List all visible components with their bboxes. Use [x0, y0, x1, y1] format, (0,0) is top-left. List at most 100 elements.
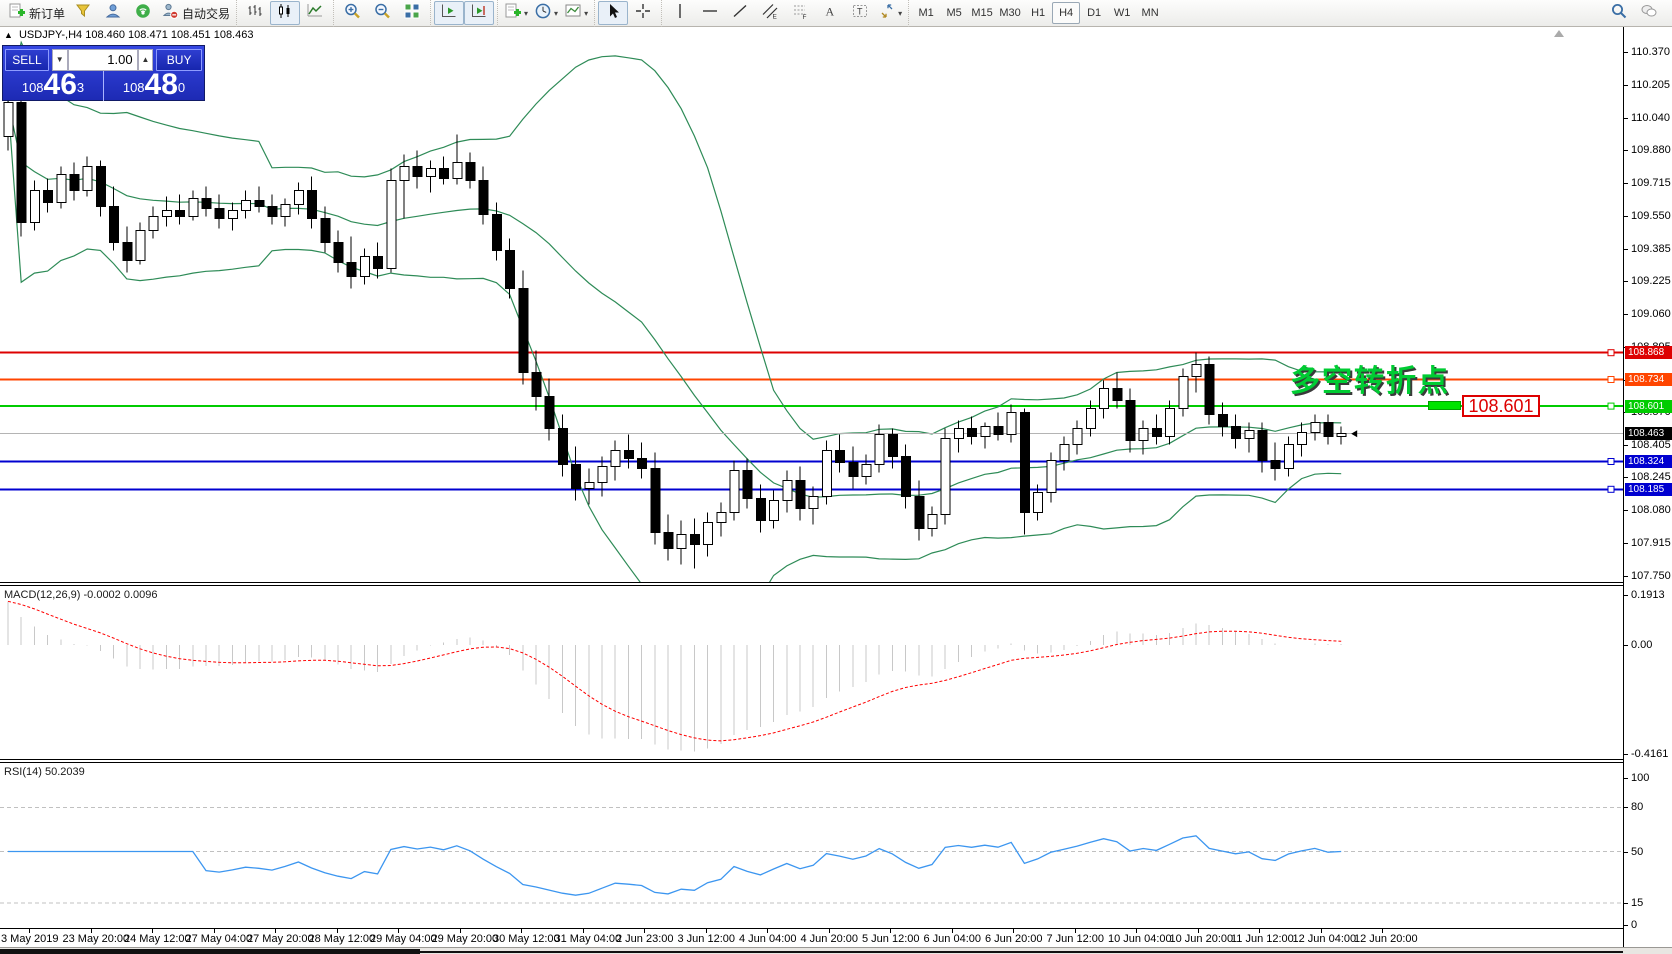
toolbar-group-draw: E F A T ▾ [661, 0, 908, 27]
chevron-down-icon: ▾ [554, 8, 559, 18]
volume-input[interactable] [67, 48, 138, 71]
buy-price[interactable]: 108 48 0 [104, 70, 204, 101]
toolbar-autoscroll-button[interactable] [434, 1, 465, 25]
scrollbar-thumb[interactable] [0, 949, 420, 954]
toolbar-channel-button[interactable]: E [755, 1, 785, 25]
horizontal-scrollbar[interactable] [0, 947, 1672, 954]
toolbar-periods-button[interactable]: ▾ [531, 1, 561, 25]
time-axis[interactable]: 3 May 2019 23 May 20:00 24 May 12:00 27 May… [0, 928, 1623, 947]
price-level-chip: 108.734 [1625, 373, 1672, 386]
green-rectangle-marker [1428, 401, 1461, 410]
time-axis-tick [1382, 929, 1383, 933]
arrows-icon [878, 2, 896, 25]
time-axis-label: 29 May 20:00 [431, 933, 499, 945]
collapse-triangle-icon[interactable]: ▲ [4, 30, 13, 40]
timeframe-h4-button[interactable]: H4 [1052, 2, 1081, 24]
toolbar-text-button[interactable]: A [815, 1, 845, 25]
axis-tick-mark [1624, 216, 1628, 218]
toolbar-profile-button[interactable] [98, 1, 128, 25]
axis-tick-mark [1624, 645, 1628, 646]
macd-pane[interactable] [0, 586, 1623, 759]
timeframe-m30-button[interactable]: M30 [999, 7, 1021, 19]
rsi-value: 50.2039 [44, 766, 85, 778]
time-axis-label: 24 May 12:00 [124, 933, 191, 945]
axis-tick-mark [1624, 85, 1628, 87]
time-axis-tick [767, 929, 768, 933]
sell-price[interactable]: 108 46 3 [3, 70, 104, 101]
main-chart-pane[interactable] [0, 27, 1623, 583]
timeframe-mn-button[interactable]: MN [1141, 7, 1159, 19]
price-tick-label: 109.385 [1631, 243, 1671, 256]
toolbar-new-order-button[interactable]: 新订单 [5, 1, 68, 25]
axis-tick-mark [1624, 52, 1628, 54]
pane-separator[interactable] [0, 585, 1672, 586]
pane-separator[interactable] [0, 582, 1672, 583]
volume-up-button[interactable]: ▲ [137, 48, 154, 71]
toolbar-funnel-button[interactable] [68, 1, 98, 25]
price-axis[interactable]: 110.370 110.205 110.040 109.880 109.715 109.5… [1623, 27, 1672, 947]
axis-tick-mark [1624, 510, 1628, 512]
axis-tick-mark [1624, 477, 1628, 479]
toolbar-group-timeframes: M1 M5 M15 M30 H1 H4 D1 W1 MN [908, 0, 1167, 27]
price-tick-label: 108.405 [1631, 439, 1671, 452]
price-tick-label: 107.750 [1631, 570, 1671, 583]
time-axis-tick [398, 929, 399, 933]
volume-down-button[interactable]: ▼ [51, 48, 68, 71]
toolbar-line-chart-button[interactable] [300, 1, 330, 25]
time-axis-label: 10 Jun 04:00 [1108, 933, 1172, 945]
timeframe-h1-button[interactable]: H1 [1031, 7, 1046, 19]
toolbar-zoom-out-button[interactable] [367, 1, 397, 25]
toolbar-arrows-button[interactable]: ▾ [875, 1, 905, 25]
axis-tick-mark [1624, 778, 1628, 779]
toolbar-hline-button[interactable] [695, 1, 725, 25]
time-axis-tick [459, 929, 461, 933]
buy-price-sup: 0 [177, 80, 186, 95]
chart-annotation-text: 多空转折点 [1290, 365, 1450, 398]
price-tick-label: 109.715 [1631, 177, 1671, 190]
axis-tick-mark [1624, 925, 1628, 926]
price-tick-label: 107.915 [1631, 537, 1671, 550]
pane-separator[interactable] [0, 759, 1672, 760]
timeframe-m15-button[interactable]: M15 [971, 7, 993, 19]
scroll-to-end-arrow-icon[interactable] [1554, 30, 1564, 37]
toolbar-cursor-button[interactable] [598, 1, 629, 25]
toolbar-bars-button[interactable] [240, 1, 270, 25]
toolbar-crosshair-button[interactable] [628, 1, 658, 25]
toolbar-autotrade-button[interactable]: 自动交易 [158, 1, 233, 25]
toolbar-trendline-button[interactable] [725, 1, 755, 25]
time-axis-tick [828, 929, 830, 933]
toolbar-shift-button[interactable] [464, 1, 495, 25]
svg-text:T: T [857, 6, 863, 16]
chevron-down-icon: ▾ [584, 8, 589, 18]
pane-separator[interactable] [0, 762, 1672, 763]
toolbar-fibo-button[interactable]: F [785, 1, 815, 25]
toolbar-template-button[interactable]: ▾ [561, 1, 591, 25]
toolbar-label-button[interactable]: T [845, 1, 875, 25]
toolbar-search-button[interactable] [1604, 2, 1634, 26]
timeframe-d1-button[interactable]: D1 [1087, 7, 1102, 19]
rsi-pane[interactable] [0, 763, 1623, 928]
svg-text:E: E [773, 13, 778, 20]
sell-button[interactable]: SELL [5, 48, 49, 71]
toolbar-vline-button[interactable] [665, 1, 695, 25]
timeframe-m1-button[interactable]: M1 [918, 7, 934, 19]
chevron-down-icon: ▾ [524, 8, 529, 18]
buy-button[interactable]: BUY [156, 48, 202, 71]
toolbar-candles-button[interactable] [270, 1, 301, 25]
toolbar-signal-button[interactable] [128, 1, 158, 25]
toolbar-indicators-button[interactable]: ▾ [501, 1, 531, 25]
time-axis-label: 12 Jun 04:00 [1292, 933, 1357, 945]
toolbar: 新订单 自动交易 ▾ ▾ ▾ E F A T ▾ M1 M5 M15 M30 H1 H4 D1 W1 MN [0, 0, 1672, 27]
toolbar-tile-button[interactable] [397, 1, 427, 25]
timeframe-m5-button[interactable]: M5 [946, 7, 962, 19]
toolbar-chat-button[interactable] [1634, 2, 1664, 26]
line-chart-icon [306, 2, 324, 25]
time-axis-label: 11 Jun 12:00 [1231, 933, 1294, 945]
toolbar-zoom-in-button[interactable] [337, 1, 367, 25]
funnel-icon [74, 2, 92, 25]
time-axis-tick [336, 929, 338, 933]
timeframe-w1-button[interactable]: W1 [1113, 7, 1131, 19]
candles-icon [276, 2, 294, 25]
